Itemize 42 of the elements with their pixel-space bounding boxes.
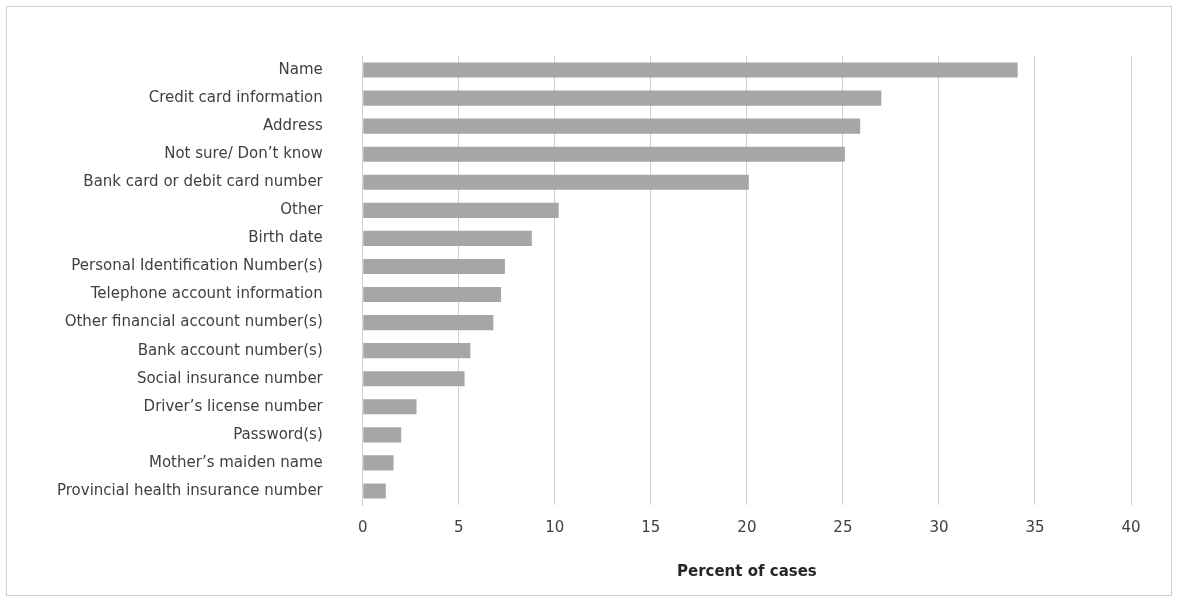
bar [363, 343, 471, 359]
y-tick-label: Telephone account information [89, 284, 323, 303]
bar [363, 427, 402, 443]
bar [363, 202, 559, 218]
y-tick-label: Social insurance number [136, 368, 324, 387]
bar [363, 483, 386, 499]
y-tick-label: Birth date [248, 228, 323, 247]
x-axis-title: Percent of cases [676, 561, 817, 580]
x-tick-label: 15 [641, 517, 661, 536]
y-tick-label: Credit card information [148, 87, 323, 106]
y-tick-label: Provincial health insurance number [56, 480, 324, 499]
y-tick-label: Address [263, 116, 323, 135]
x-tick-label: 25 [833, 517, 853, 536]
y-tick-label: Other [280, 200, 324, 219]
y-tick-label: Driver’s license number [143, 396, 324, 415]
y-tick-label: Not sure/ Don’t know [164, 144, 323, 163]
y-tick-label: Name [278, 59, 323, 78]
bar [363, 90, 882, 106]
bar [363, 174, 749, 190]
bar [363, 62, 1018, 78]
bar [363, 315, 494, 331]
bar [363, 118, 861, 134]
bar [363, 455, 394, 471]
bar [363, 399, 417, 415]
x-tick-label: 40 [1121, 517, 1141, 536]
x-tick-label: 10 [545, 517, 565, 536]
bar [363, 371, 465, 387]
x-tick-label: 5 [454, 517, 464, 536]
y-tick-label: Bank card or debit card number [83, 172, 324, 191]
y-tick-label: Other financial account number(s) [64, 312, 323, 331]
bar [363, 258, 505, 275]
x-tick-label: 30 [929, 517, 949, 536]
x-tick-label: 0 [358, 517, 368, 536]
bar [363, 230, 532, 246]
y-tick-label: Personal Identification Number(s) [71, 256, 323, 275]
bar [363, 286, 502, 303]
y-tick-label: Bank account number(s) [137, 340, 323, 359]
bar [363, 146, 845, 162]
x-tick-label: 20 [737, 517, 757, 536]
y-tick-label: Mother’s maiden name [148, 452, 323, 471]
y-tick-label: Password(s) [233, 424, 323, 443]
x-tick-label: 35 [1025, 517, 1045, 536]
